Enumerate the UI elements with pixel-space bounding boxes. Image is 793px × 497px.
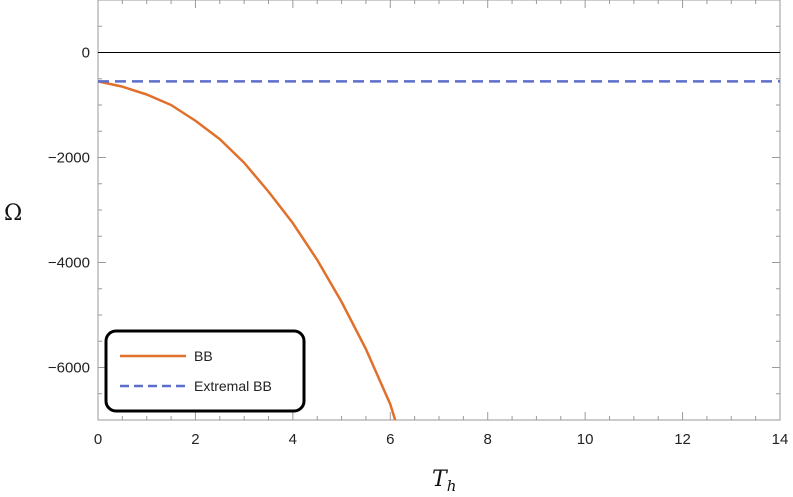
x-axis-title-main: T: [432, 467, 449, 492]
x-ticks: 0 2 4 6 8 10 12 14: [94, 0, 789, 448]
x-tick-label: 14: [772, 431, 789, 448]
x-axis-title: Th: [432, 467, 456, 495]
legend: BB Extremal BB: [104, 329, 306, 413]
x-tick-label: 4: [289, 431, 297, 448]
x-tick-label: 12: [674, 431, 691, 448]
y-tick-label: −2000: [48, 150, 90, 167]
y-axis-title: Ω: [4, 201, 22, 226]
x-axis-title-subscript: h: [447, 477, 457, 495]
series-line-bb: [97, 80, 397, 421]
x-tick-label: 6: [386, 431, 394, 448]
series-layer: [97, 80, 780, 421]
legend-label-extremal-bb: Extremal BB: [194, 378, 272, 394]
y-ticks: 0 −2000 −4000 −6000: [48, 0, 780, 421]
x-tick-label: 2: [191, 431, 199, 448]
x-tick-label: 10: [577, 431, 594, 448]
legend-label-bb: BB: [194, 348, 213, 364]
legend-box: [104, 329, 306, 413]
x-tick-label: 0: [94, 431, 102, 448]
y-tick-label: −6000: [48, 360, 90, 377]
x-tick-label: 8: [484, 431, 492, 448]
y-tick-label: −4000: [48, 255, 90, 272]
y-tick-label: 0: [82, 45, 90, 62]
